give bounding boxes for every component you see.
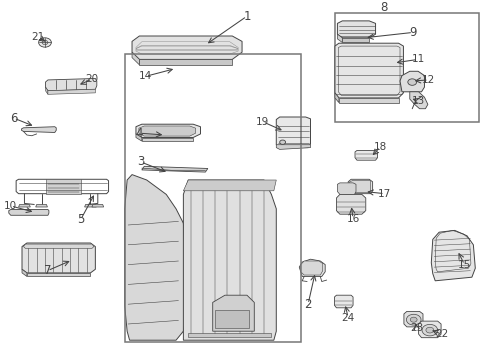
Polygon shape [139, 126, 195, 136]
Circle shape [425, 327, 433, 333]
Polygon shape [338, 98, 398, 103]
Text: 1: 1 [243, 10, 250, 23]
Text: 8: 8 [379, 1, 387, 14]
Polygon shape [342, 38, 368, 42]
Text: 6: 6 [10, 112, 18, 125]
Polygon shape [300, 261, 322, 275]
Text: 4: 4 [135, 127, 143, 140]
Polygon shape [418, 321, 440, 338]
Polygon shape [334, 295, 352, 308]
Polygon shape [276, 117, 310, 148]
Polygon shape [9, 210, 49, 215]
Text: 9: 9 [408, 26, 416, 39]
Text: 18: 18 [373, 142, 386, 152]
Text: 20: 20 [85, 74, 98, 84]
Text: 13: 13 [410, 96, 424, 106]
Polygon shape [276, 145, 310, 149]
Polygon shape [403, 311, 422, 327]
Polygon shape [22, 269, 27, 276]
Polygon shape [337, 34, 342, 42]
Circle shape [409, 317, 416, 322]
Polygon shape [337, 183, 355, 194]
Polygon shape [48, 89, 95, 94]
Text: 19: 19 [255, 117, 269, 127]
Polygon shape [347, 179, 372, 194]
Polygon shape [142, 166, 207, 172]
Circle shape [42, 40, 48, 45]
Text: 11: 11 [410, 54, 424, 64]
Polygon shape [139, 59, 232, 65]
Polygon shape [136, 124, 200, 138]
Polygon shape [142, 138, 193, 141]
Text: 7: 7 [43, 264, 51, 277]
Polygon shape [212, 295, 254, 331]
Text: 22: 22 [434, 329, 447, 339]
Circle shape [39, 38, 51, 47]
Polygon shape [45, 87, 48, 94]
Polygon shape [299, 259, 325, 276]
Text: 16: 16 [346, 213, 359, 224]
Polygon shape [36, 204, 47, 207]
Polygon shape [349, 180, 370, 193]
Polygon shape [399, 71, 424, 92]
Bar [334, 13, 478, 122]
Polygon shape [22, 243, 95, 273]
Text: 5: 5 [77, 213, 84, 226]
Text: 15: 15 [457, 260, 470, 270]
Polygon shape [45, 78, 97, 91]
Polygon shape [430, 230, 474, 281]
Circle shape [421, 324, 437, 336]
Polygon shape [334, 93, 338, 103]
Text: 2: 2 [304, 298, 311, 311]
Polygon shape [215, 310, 249, 328]
Circle shape [407, 79, 416, 85]
Text: 23: 23 [409, 323, 423, 333]
Polygon shape [132, 52, 139, 65]
Polygon shape [92, 204, 103, 207]
Polygon shape [334, 43, 403, 98]
Circle shape [406, 314, 420, 325]
Text: 24: 24 [341, 312, 354, 323]
Polygon shape [21, 127, 56, 132]
Text: 14: 14 [139, 71, 152, 81]
Circle shape [279, 140, 285, 144]
Polygon shape [19, 204, 30, 207]
Polygon shape [124, 175, 188, 340]
Polygon shape [183, 180, 276, 340]
Polygon shape [23, 244, 94, 248]
Polygon shape [188, 333, 271, 337]
Bar [124, 54, 300, 342]
Text: 17: 17 [377, 189, 391, 199]
Text: 12: 12 [421, 75, 435, 85]
Text: 21: 21 [31, 32, 45, 42]
Polygon shape [354, 150, 377, 160]
Polygon shape [27, 273, 90, 276]
Polygon shape [46, 179, 81, 194]
Text: 10: 10 [4, 201, 17, 211]
Text: 3: 3 [137, 156, 144, 168]
Polygon shape [136, 134, 142, 141]
Polygon shape [337, 21, 375, 38]
Polygon shape [84, 204, 96, 207]
Polygon shape [336, 194, 365, 214]
Polygon shape [183, 180, 276, 191]
Polygon shape [409, 92, 427, 109]
Polygon shape [132, 36, 242, 59]
